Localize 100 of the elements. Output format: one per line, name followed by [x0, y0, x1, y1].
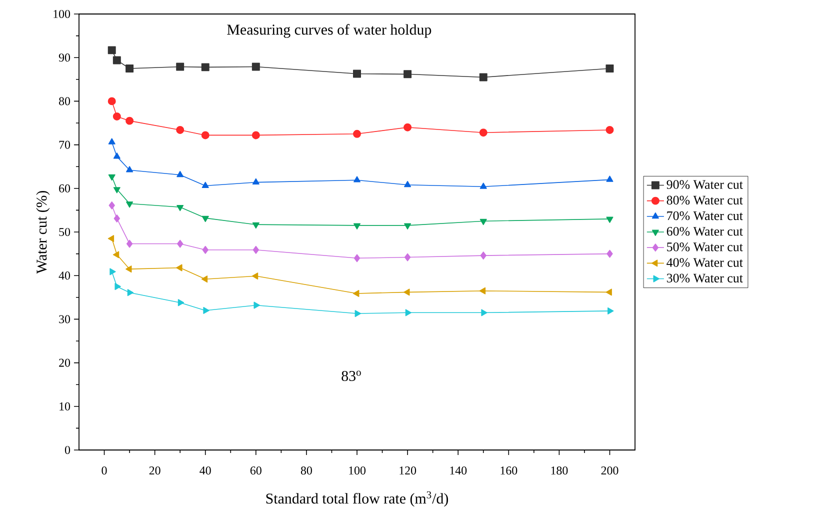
point: [252, 222, 260, 229]
legend-label: 70% Water cut: [667, 211, 743, 220]
point: [178, 299, 184, 306]
point: [254, 302, 260, 309]
y-tick-label: 0: [64, 446, 70, 454]
point: [480, 182, 487, 189]
point: [126, 240, 133, 248]
y-tick-label: 90: [58, 54, 70, 62]
point: [177, 240, 184, 248]
point: [252, 131, 260, 140]
point: [354, 254, 360, 262]
x-tick-label: 200: [601, 466, 618, 475]
point: [176, 62, 184, 71]
y-tick-label: 10: [60, 402, 70, 410]
x-tick-label: 60: [250, 466, 262, 475]
annotation: 83$^{o}$: [342, 370, 361, 382]
point: [176, 204, 184, 212]
point: [112, 112, 121, 120]
y-tick-label: 20: [59, 358, 70, 367]
point: [176, 264, 182, 272]
legend-label: 80% Water cut: [666, 196, 743, 205]
point: [113, 187, 120, 194]
point: [126, 266, 132, 273]
point: [108, 97, 116, 106]
point: [127, 289, 134, 296]
point: [202, 182, 209, 188]
point: [479, 73, 488, 82]
point: [606, 126, 614, 134]
point: [354, 310, 361, 318]
point: [126, 166, 134, 172]
point: [108, 201, 115, 210]
point: [110, 268, 116, 276]
point: [354, 223, 361, 230]
x-tick-label: 180: [551, 466, 568, 475]
point: [176, 126, 184, 134]
y-axis-title: Water cut (%): [36, 190, 50, 274]
point: [404, 70, 412, 78]
point: [112, 251, 120, 258]
y-tick-label: 60: [59, 184, 70, 192]
point: [108, 138, 116, 144]
point: [176, 170, 184, 178]
point: [126, 116, 134, 125]
point: [608, 307, 614, 314]
point: [353, 70, 361, 78]
point: [481, 309, 488, 316]
point: [108, 235, 114, 242]
point: [114, 214, 120, 222]
y-tick-label: 70: [59, 140, 70, 149]
point: [480, 252, 486, 260]
point: [252, 178, 260, 184]
x-tick-label: 20: [149, 466, 160, 475]
point: [203, 306, 210, 314]
point: [479, 287, 486, 294]
point: [202, 246, 208, 254]
point: [479, 128, 488, 137]
point: [108, 46, 116, 54]
x-tick-label: 160: [500, 466, 518, 475]
y-tick-label: 100: [54, 10, 70, 18]
point: [404, 180, 412, 188]
point: [201, 63, 210, 72]
point: [404, 253, 411, 262]
point: [114, 282, 121, 290]
point: [252, 246, 259, 254]
point: [404, 123, 412, 132]
legend-label: 90% Water cut: [666, 180, 743, 189]
x-tick-label: 0: [102, 466, 107, 475]
x-tick-label: 120: [400, 466, 416, 475]
y-tick-label: 40: [58, 272, 70, 280]
point: [606, 216, 614, 223]
x-axis-title: Standard total flow rate (m$^{3}$/d): [266, 491, 448, 507]
point: [202, 216, 209, 222]
point: [252, 272, 258, 280]
point: [201, 276, 208, 283]
point: [201, 131, 210, 140]
point: [353, 290, 360, 297]
point: [353, 130, 361, 138]
point: [108, 174, 116, 181]
point: [606, 176, 614, 182]
legend-label: 40% Water cut: [666, 258, 743, 267]
point: [405, 309, 412, 316]
y-tick-label: 50: [59, 228, 70, 236]
text: Measuring curves of water holdup: [227, 24, 432, 38]
point: [113, 152, 120, 159]
x-tick-label: 80: [300, 466, 312, 475]
y-tick-label: 80: [58, 97, 70, 106]
point: [606, 64, 614, 72]
y-tick-label: 30: [59, 315, 70, 324]
x-tick-label: 140: [450, 466, 467, 475]
point: [126, 201, 134, 208]
point: [404, 223, 412, 230]
point: [112, 56, 121, 64]
x-tick-label: 40: [200, 466, 211, 475]
point: [354, 176, 361, 182]
x-tick-label: 100: [349, 466, 366, 475]
point: [404, 288, 410, 296]
point: [606, 250, 613, 258]
legend-label: 60% Water cut: [666, 226, 743, 236]
point: [252, 62, 260, 71]
legend-label: 30% Water cut: [666, 274, 743, 283]
point: [126, 64, 134, 72]
